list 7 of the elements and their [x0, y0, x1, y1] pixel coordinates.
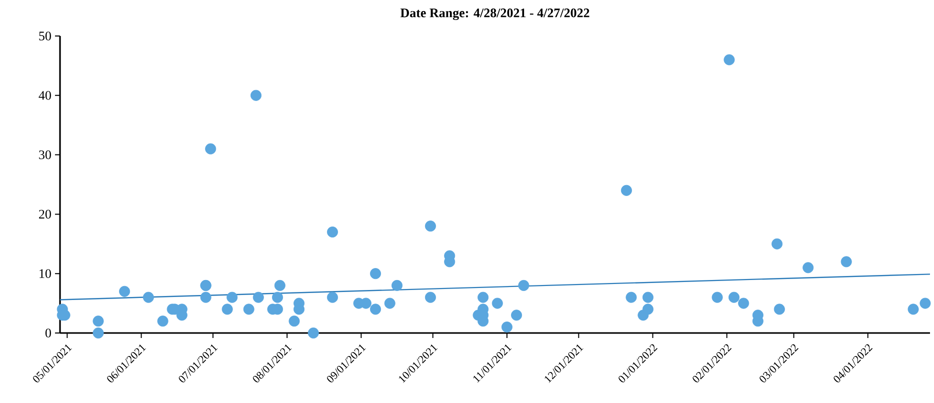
- y-tick-label: 40: [38, 91, 51, 100]
- y-tick-label: 20: [39, 210, 51, 219]
- y-tick-label: 10: [40, 269, 51, 278]
- y-tick-label: 50: [39, 32, 51, 40]
- chart-title: Date Range: 4/28/2021 - 4/27/2022: [400, 8, 590, 20]
- y-tick-label: 30: [39, 150, 51, 160]
- y-tick-label: 0: [45, 328, 51, 338]
